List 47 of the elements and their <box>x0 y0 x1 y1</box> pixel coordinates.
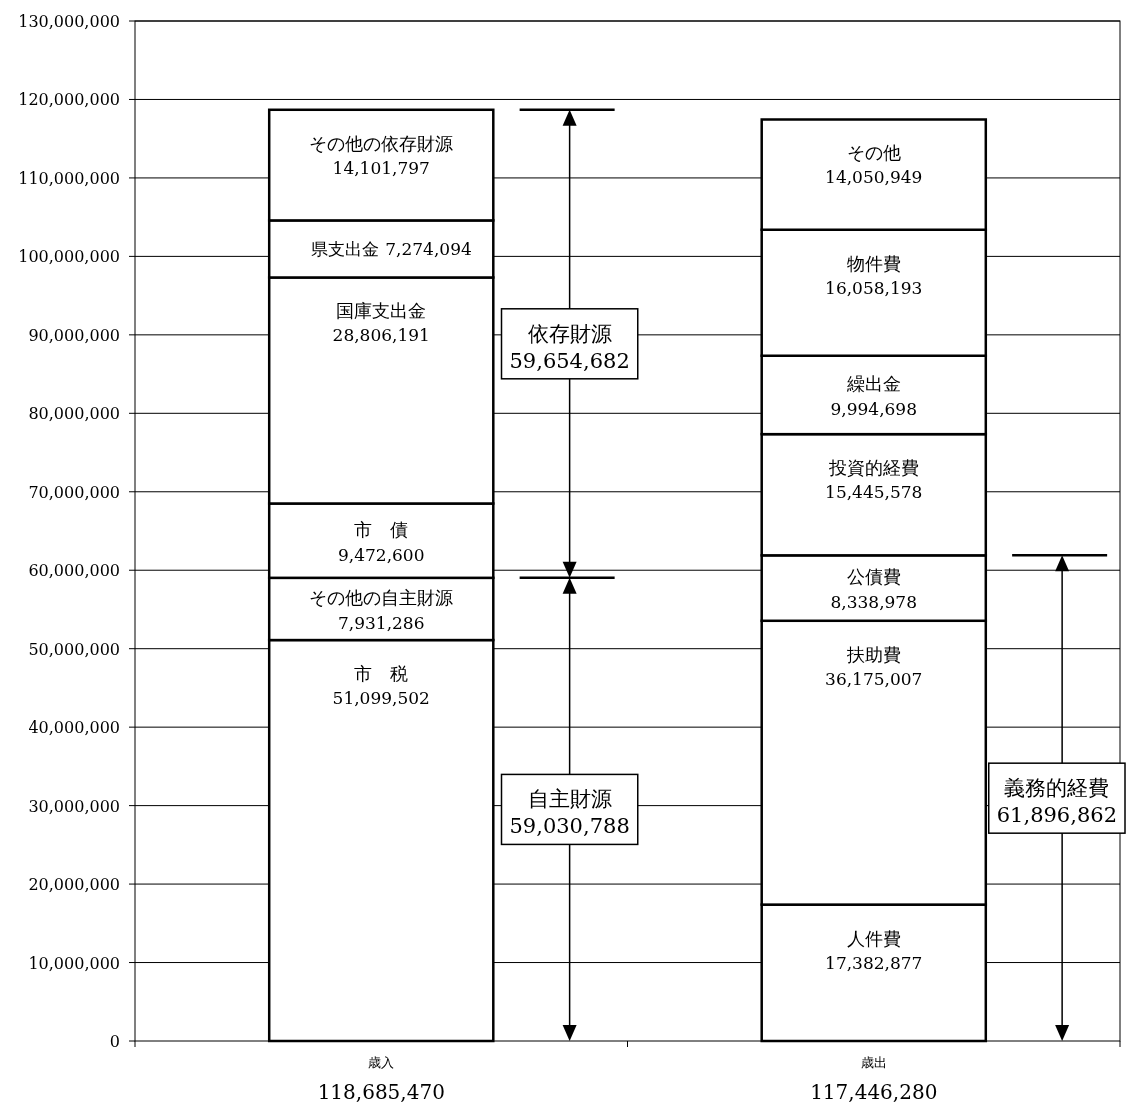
y-tick-label: 50,000,000 <box>28 639 120 659</box>
data-label: 7,274,094 <box>385 238 472 259</box>
y-tick-label: 120,000,000 <box>18 90 120 110</box>
series-label: 人件費 <box>846 927 901 949</box>
data-label: 28,806,191 <box>332 325 430 346</box>
y-tick-label: 90,000,000 <box>28 325 120 345</box>
data-label: 15,445,578 <box>825 482 923 503</box>
data-label: 9,472,600 <box>337 544 425 565</box>
series-label: 市 債 <box>354 518 409 540</box>
y-tick-label: 60,000,000 <box>28 561 120 581</box>
series-label: 公債費 <box>846 566 901 588</box>
y-tick-label: 130,000,000 <box>18 12 120 31</box>
series-label: 国庫支出金 <box>336 300 427 322</box>
data-label: 7,931,286 <box>337 612 425 633</box>
data-label: 14,050,949 <box>825 167 923 188</box>
y-tick-label: 40,000,000 <box>28 718 120 738</box>
series-label: その他の依存財源 <box>309 132 454 154</box>
series-label: 県支出金 <box>311 238 380 259</box>
y-tick-label: 100,000,000 <box>18 247 120 267</box>
y-tick-label: 70,000,000 <box>28 482 120 502</box>
series-label: 物件費 <box>846 252 901 274</box>
series-label: 投資的経費 <box>827 457 919 479</box>
y-tick-label: 20,000,000 <box>28 875 120 895</box>
y-tick-label: 0 <box>109 1032 120 1051</box>
annotation: 依存財源 59,654,682 <box>509 321 630 373</box>
y-tick-label: 30,000,000 <box>28 796 120 816</box>
total-label: 118,685,470 <box>317 1080 445 1104</box>
total-label: 117,446,280 <box>810 1080 938 1104</box>
data-label: 16,058,193 <box>825 277 923 298</box>
data-label: 9,994,698 <box>830 398 918 419</box>
data-label: 51,099,502 <box>332 688 430 709</box>
annotation: 義務的経費 61,896,862 <box>996 776 1117 828</box>
x-tick-label: 歳出 <box>860 1055 887 1070</box>
y-tick-label: 10,000,000 <box>28 953 120 973</box>
data-label: 8,338,978 <box>830 592 918 613</box>
data-label: 14,101,797 <box>332 157 430 178</box>
series-label: 市 税 <box>354 663 409 685</box>
series-label: その他の自主財源 <box>309 586 454 608</box>
series-label: 扶助費 <box>845 643 901 665</box>
series-label: その他 <box>846 142 901 164</box>
x-tick-label: 歳入 <box>368 1055 395 1070</box>
y-tick-label: 110,000,000 <box>18 168 120 188</box>
y-tick-label: 80,000,000 <box>28 404 120 424</box>
annotation: 自主財源 59,030,788 <box>509 787 630 839</box>
data-label: 17,382,877 <box>825 952 923 973</box>
series-label: 繰出金 <box>845 372 901 394</box>
data-label: 36,175,007 <box>825 668 923 689</box>
